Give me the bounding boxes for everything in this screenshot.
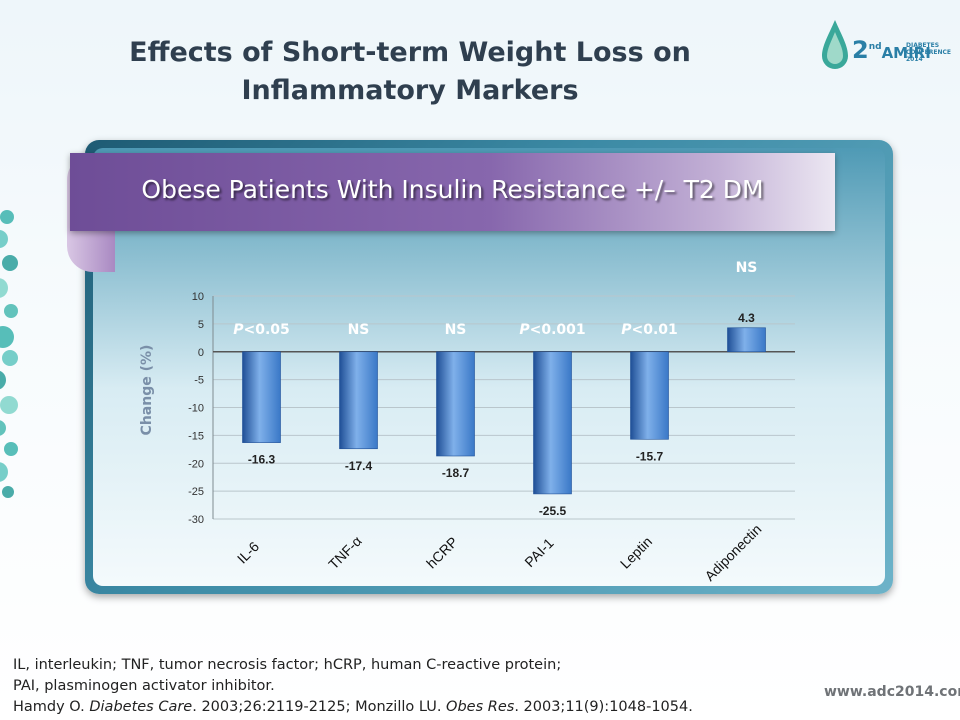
footnote-line-2: PAI, plasminogen activator inhibitor. bbox=[13, 678, 275, 694]
bar bbox=[727, 327, 766, 353]
y-tick-label: -15 bbox=[188, 430, 204, 442]
y-tick-label: -25 bbox=[188, 486, 204, 498]
bead-dot bbox=[0, 210, 14, 224]
bar bbox=[630, 351, 669, 440]
bar bbox=[436, 351, 475, 457]
data-label: 4.3 bbox=[738, 311, 755, 325]
significance-label: P<0.001 bbox=[519, 322, 585, 338]
decorative-beads bbox=[0, 200, 20, 520]
bar bbox=[242, 351, 281, 443]
logo-small-text: DIABETES CONFERENCE 2014 bbox=[906, 42, 951, 63]
significance-label: P<0.01 bbox=[621, 322, 678, 338]
significance-label: NS bbox=[445, 322, 467, 338]
y-tick-label: -20 bbox=[188, 458, 204, 470]
data-label: -16.3 bbox=[248, 453, 276, 467]
website-url: www.adc2014.com bbox=[824, 684, 960, 700]
x-tick-label: PAI-1 bbox=[521, 535, 556, 570]
bar bbox=[533, 351, 572, 495]
data-label: -18.7 bbox=[442, 466, 470, 480]
y-tick-label: 0 bbox=[198, 347, 204, 359]
y-tick-label: 5 bbox=[198, 319, 204, 331]
bar bbox=[339, 351, 378, 450]
x-tick-label: Adiponectin bbox=[701, 521, 764, 584]
significance-label: P<0.05 bbox=[233, 322, 290, 338]
y-tick-label: -30 bbox=[188, 514, 204, 526]
bead-dot bbox=[0, 278, 8, 298]
x-tick-label: TNF-α bbox=[325, 533, 365, 573]
data-label: -15.7 bbox=[636, 449, 664, 463]
significance-label: NS bbox=[348, 322, 370, 338]
y-tick-label: -10 bbox=[188, 403, 204, 415]
bead-dot bbox=[2, 255, 18, 271]
footnote: IL, interleukin; TNF, tumor necrosis fac… bbox=[13, 655, 693, 718]
water-drop-icon bbox=[822, 20, 848, 69]
bead-dot bbox=[0, 396, 18, 414]
x-tick-label: hCRP bbox=[423, 534, 461, 572]
y-tick-label: -5 bbox=[194, 375, 204, 387]
data-label: -25.5 bbox=[539, 504, 567, 518]
footnote-line-1: IL, interleukin; TNF, tumor necrosis fac… bbox=[13, 657, 562, 673]
bead-dot bbox=[2, 486, 14, 498]
bead-dot bbox=[0, 370, 6, 390]
bead-dot bbox=[4, 442, 18, 456]
x-tick-label: IL-6 bbox=[234, 538, 263, 567]
footnote-line-3: Hamdy O. Diabetes Care. 2003;26:2119-212… bbox=[13, 699, 693, 715]
logo-superscript: nd bbox=[868, 42, 882, 52]
slide-title: Effects of Short-term Weight Loss on Inf… bbox=[129, 37, 691, 106]
bead-dot bbox=[0, 230, 8, 248]
bead-dot bbox=[2, 350, 18, 366]
significance-label: NS bbox=[736, 260, 758, 276]
subtitle-banner: Obese Patients With Insulin Resistance +… bbox=[70, 153, 835, 231]
bead-dot bbox=[4, 304, 18, 318]
bead-dot bbox=[0, 420, 6, 436]
bead-dot bbox=[0, 462, 8, 482]
logo-name: AMIRI bbox=[881, 44, 931, 62]
conference-logo: 2ndAMIRI DIABETES CONFERENCE 2014 bbox=[818, 14, 951, 78]
bead-dot bbox=[0, 326, 14, 348]
logo-number: 2 bbox=[852, 36, 869, 64]
y-axis-label: Change (%) bbox=[139, 345, 155, 436]
data-label: -17.4 bbox=[345, 459, 373, 473]
x-tick-label: Leptin bbox=[617, 533, 655, 571]
banner-subtitle: Obese Patients With Insulin Resistance +… bbox=[141, 175, 764, 204]
y-tick-label: 10 bbox=[192, 291, 204, 303]
